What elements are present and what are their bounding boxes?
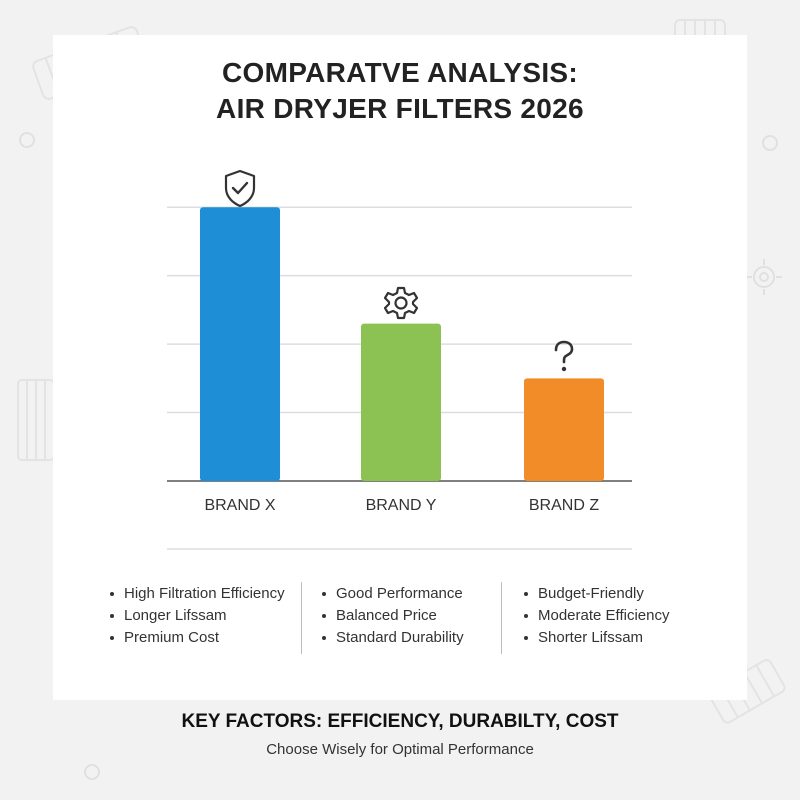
circle-decoration: [19, 132, 35, 148]
shield-check-icon: [224, 169, 256, 208]
list-item: Standard Durability: [320, 627, 464, 649]
gear-decoration: [746, 259, 782, 295]
list-item: Budget-Friendly: [522, 583, 669, 605]
list-item: High Filtration Efficiency: [108, 583, 285, 605]
bar-brand-x: [200, 207, 280, 481]
notes-column-brand-y: Good Performance Balanced Price Standard…: [320, 583, 464, 649]
question-icon: [554, 340, 574, 372]
bar-chart: BRAND X BRAND Y BRAND Z: [167, 206, 632, 550]
footer-title: KEY FACTORS: EFFICIENCY, DURABILTY, COST: [181, 711, 619, 732]
chart-title: COMPARATVE ANALYSIS: AIR DRYJER FILTERS …: [0, 55, 800, 127]
circle-decoration: [84, 764, 100, 780]
list-item: Balanced Price: [320, 605, 464, 627]
list-item: Moderate Efficiency: [522, 605, 669, 627]
list-item: Premium Cost: [108, 627, 285, 649]
bar-brand-y: [361, 323, 441, 481]
column-divider: [301, 582, 302, 654]
chart-title-line2: AIR DRYJER FILTERS 2026: [216, 93, 584, 124]
list-item: Good Performance: [320, 583, 464, 605]
notes-column-brand-z: Budget-Friendly Moderate Efficiency Shor…: [522, 583, 669, 649]
circle-decoration: [762, 135, 778, 151]
footer-subtitle: Choose Wisely for Optimal Performance: [266, 741, 534, 758]
x-tick-label: BRAND Y: [366, 497, 437, 514]
filter-cartridge-decoration: [17, 379, 55, 461]
chart-title-line1: COMPARATVE ANALYSIS:: [221, 57, 579, 88]
column-divider: [501, 582, 502, 654]
gear-icon: [383, 286, 419, 320]
bar-brand-z: [524, 378, 604, 481]
x-tick-label: BRAND X: [204, 497, 275, 514]
notes-column-brand-x: High Filtration Efficiency Longer Lifssa…: [108, 583, 285, 649]
list-item: Longer Lifssam: [108, 605, 285, 627]
list-item: Shorter Lifssam: [522, 627, 669, 649]
x-tick-label: BRAND Z: [529, 497, 599, 514]
